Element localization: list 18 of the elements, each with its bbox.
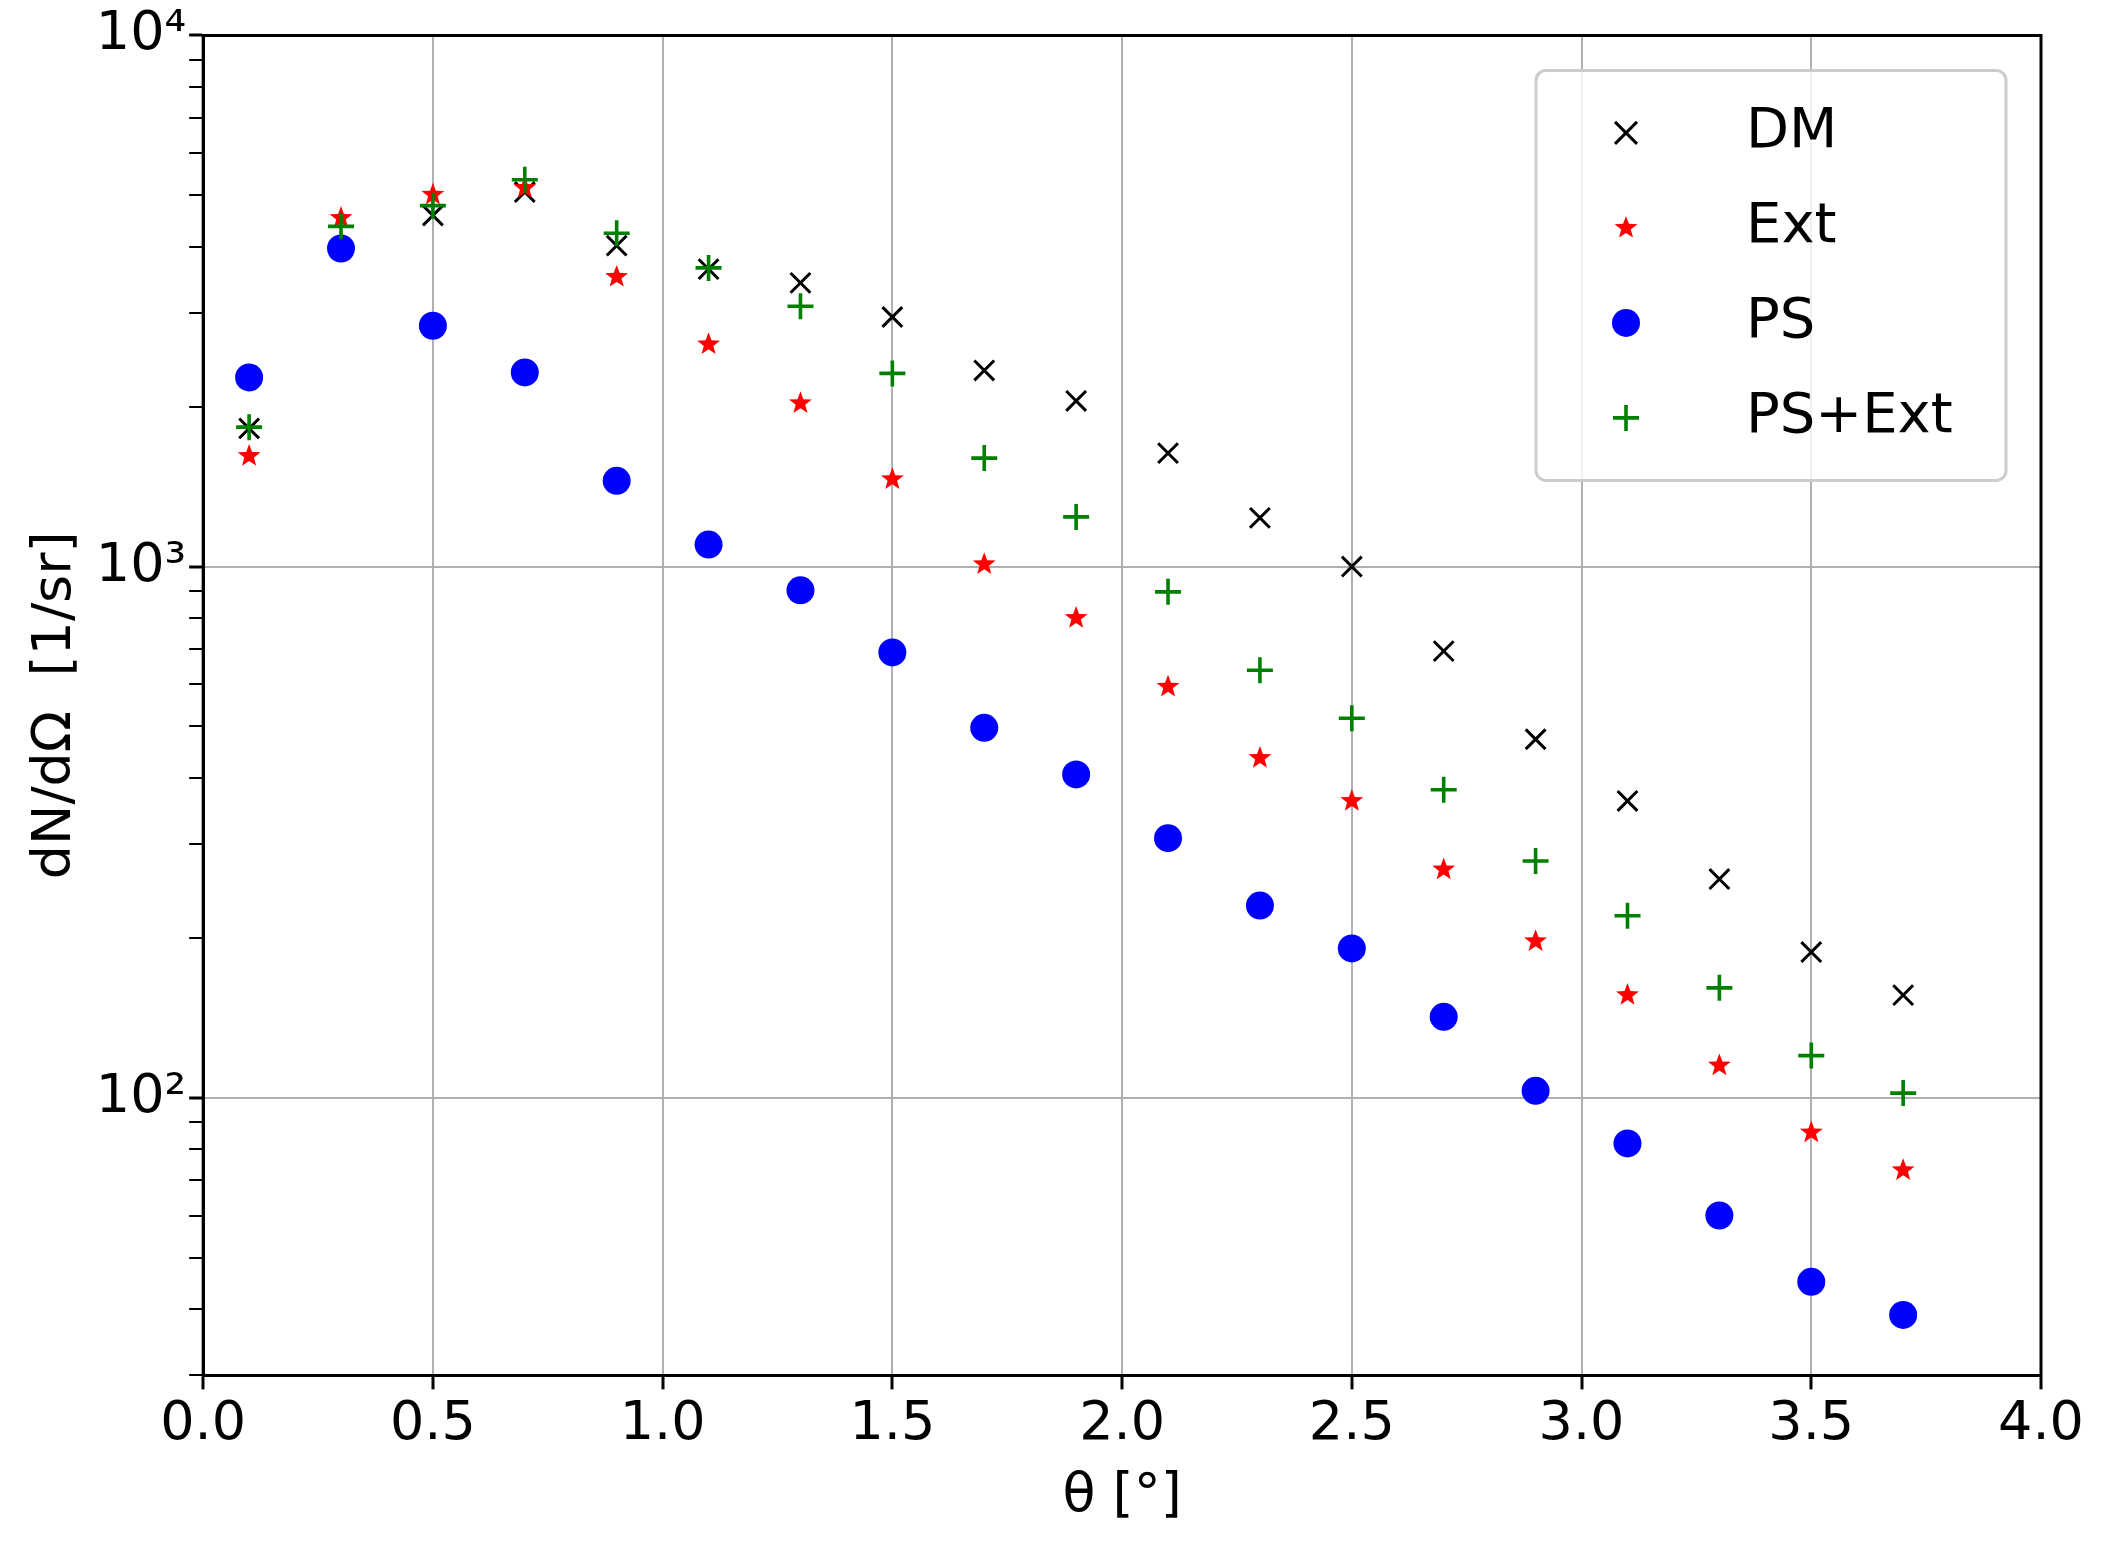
legend-label: DM [1746,95,1838,161]
x-tick-label: 0.0 [160,1388,247,1452]
x-tick-label: 3.5 [1768,1388,1855,1452]
y-tick-label: 10³ [95,530,187,594]
y-tick-label: 10⁴ [95,0,187,63]
x-tick-label: 1.0 [619,1388,706,1452]
x-axis-title: θ [°] [1062,1460,1182,1524]
x-tick-label: 2.0 [1079,1388,1166,1452]
legend-label: PS [1746,285,1816,351]
x-tick-label: 0.5 [389,1388,476,1452]
x-tick-label: 4.0 [1998,1388,2084,1452]
x-tick-label: 3.0 [1538,1388,1625,1452]
x-tick-label: 2.5 [1308,1388,1395,1452]
y-axis-title: dN/dΩ [1/sr] [20,531,84,880]
x-tick-label: 1.5 [849,1388,936,1452]
legend-label: PS+Ext [1746,380,1953,446]
legend-label: Ext [1746,190,1837,256]
y-tick-label: 10² [95,1061,187,1125]
